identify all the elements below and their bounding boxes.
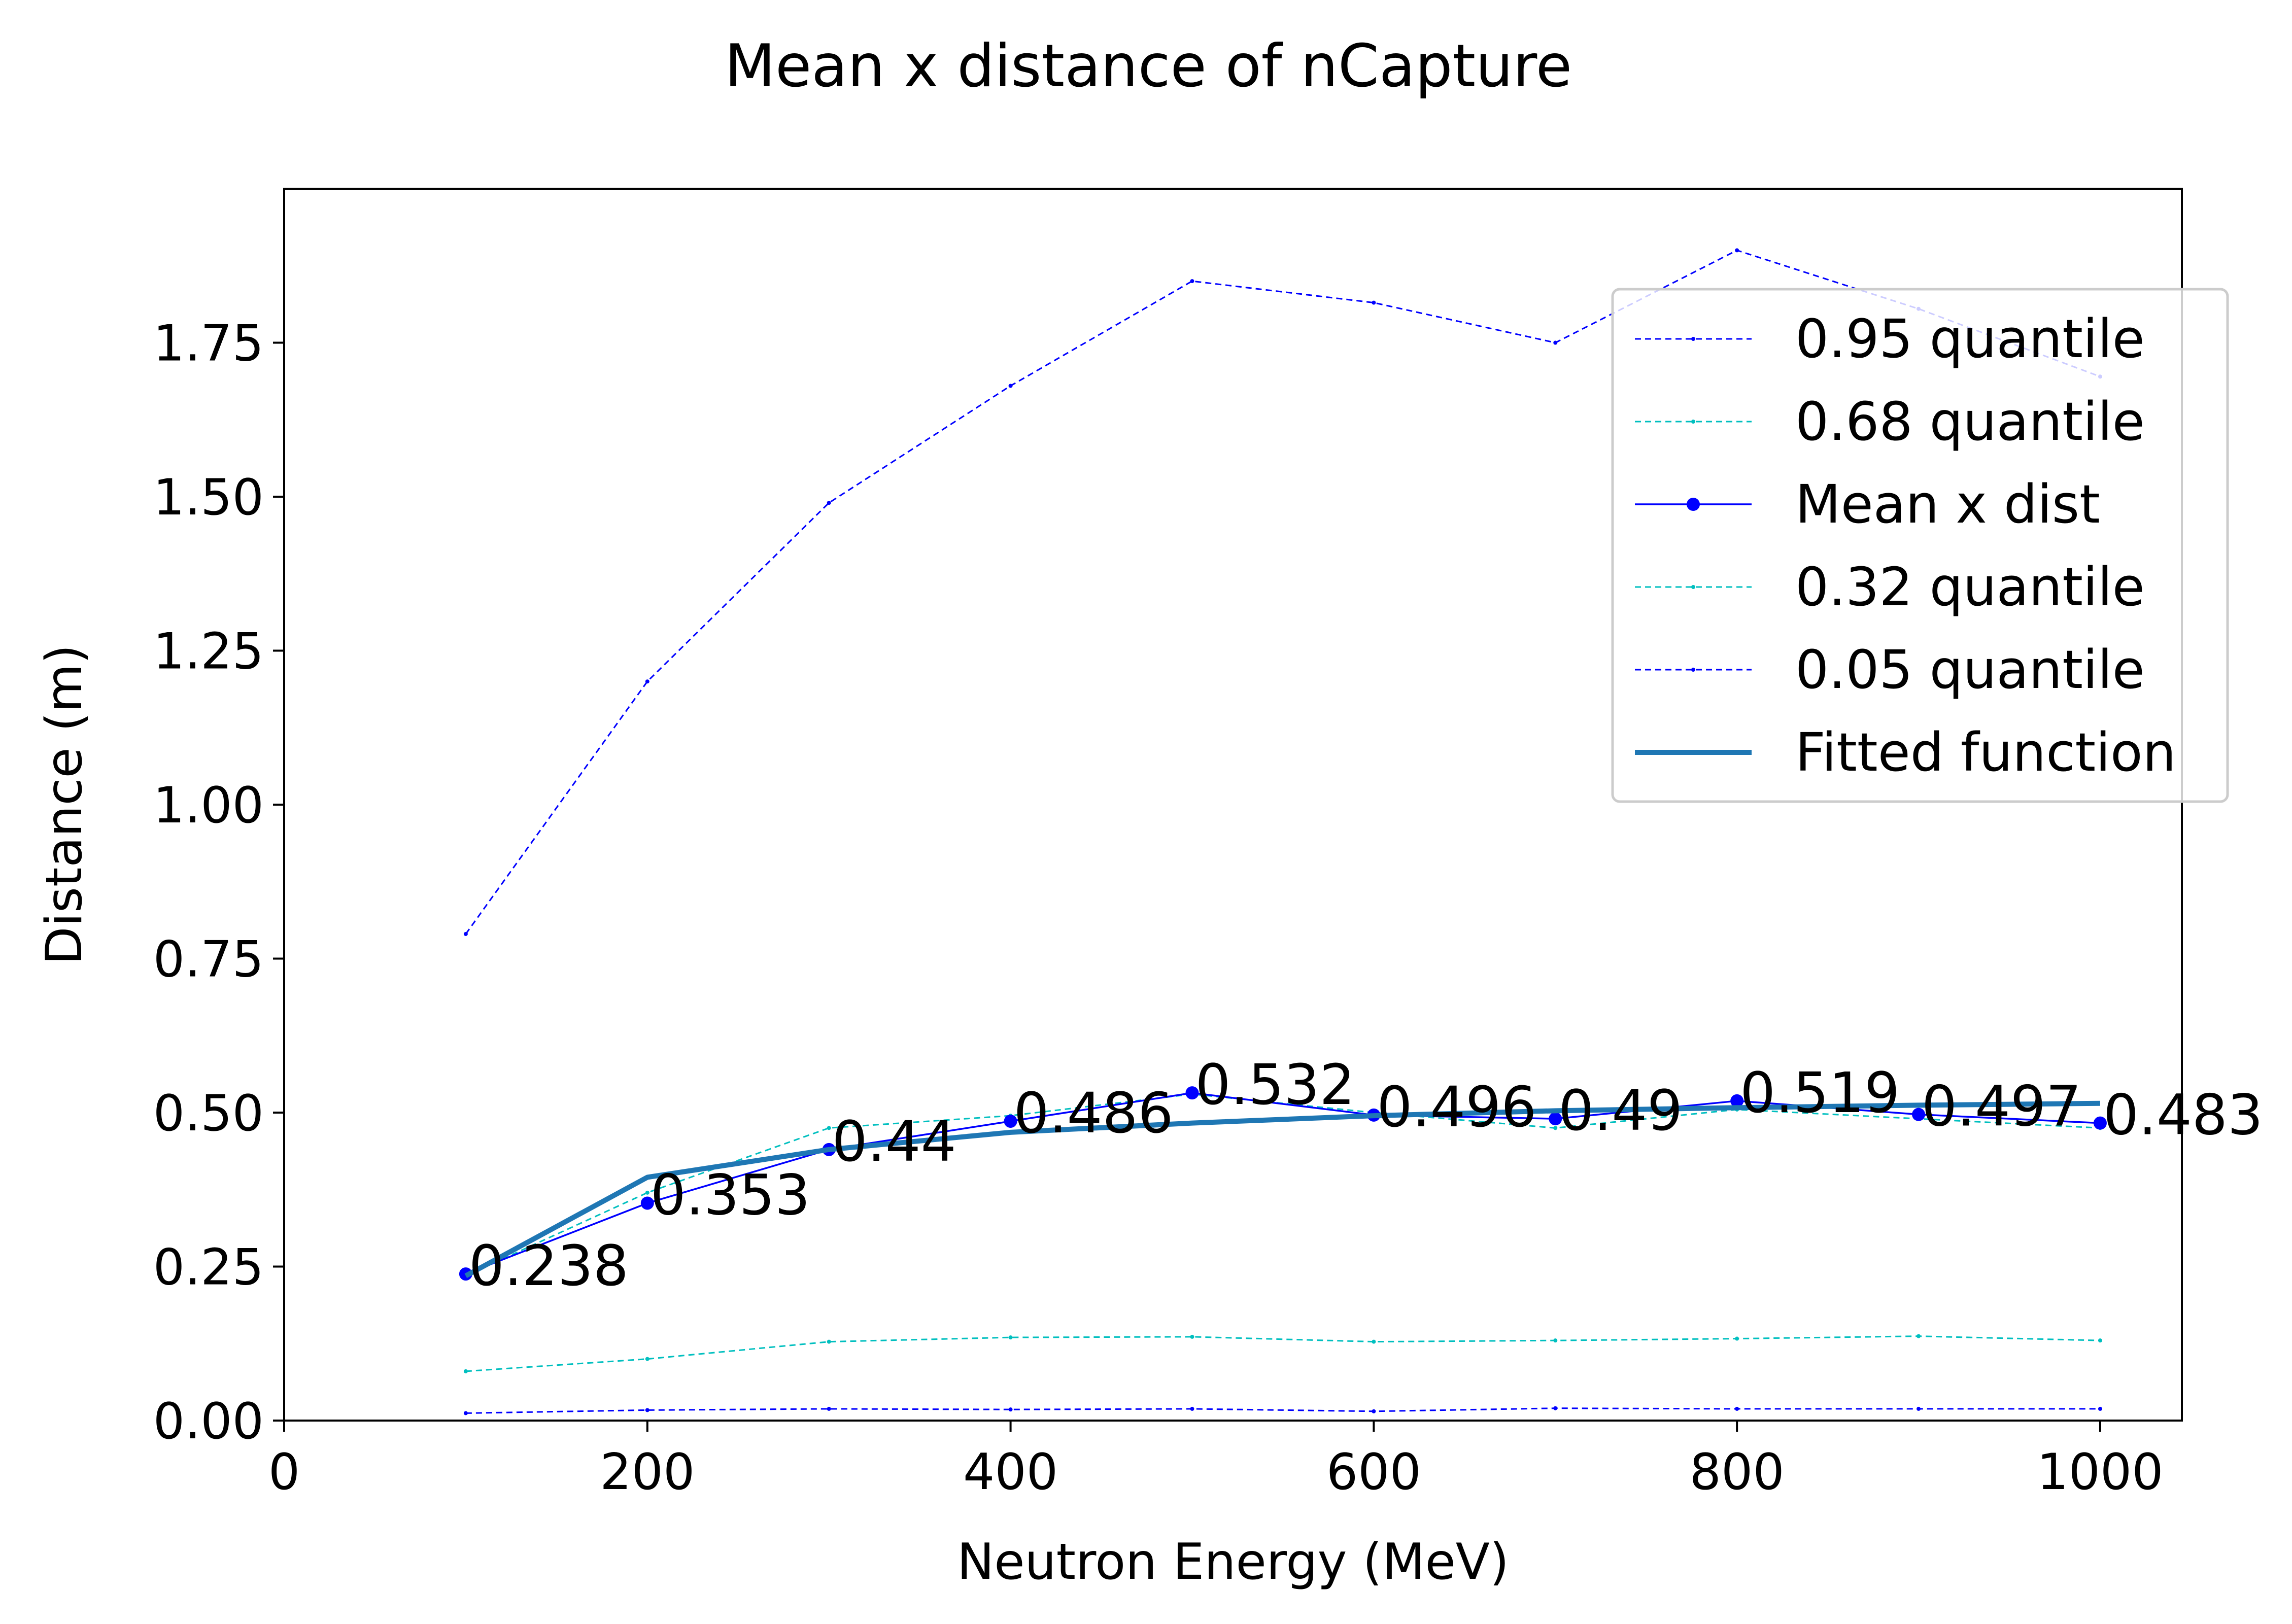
data-point [1553, 1406, 1558, 1410]
y-tick-label: 1.25 [153, 623, 264, 681]
y-tick-label: 0.75 [153, 931, 264, 989]
data-point [1917, 1334, 1921, 1338]
y-tick-label: 1.75 [153, 315, 264, 373]
data-point [1008, 384, 1013, 388]
legend-label: 0.95 quantile [1795, 308, 2145, 370]
y-axis-ticks: 0.00 0.25 0.50 0.75 1.00 1.25 1.50 1.75 [153, 315, 284, 1450]
data-label: 0.49 [1558, 1078, 1683, 1143]
legend-label: 0.68 quantile [1795, 391, 2145, 453]
data-point [2093, 1116, 2107, 1130]
series-0-32-quantile [463, 1334, 2102, 1373]
y-tick-label: 1.00 [153, 777, 264, 835]
series-line-0-05-quantile [465, 1407, 2100, 1414]
data-point [1190, 1334, 1194, 1339]
data-point [1185, 1086, 1199, 1100]
data-label: 0.483 [2103, 1083, 2263, 1148]
x-tick-label: 400 [963, 1443, 1058, 1501]
legend-marker [1691, 585, 1695, 589]
series-0-05-quantile [463, 1406, 2102, 1415]
legend-entry-0-95-quantile: 0.95 quantile [1635, 308, 2145, 370]
data-point [1190, 279, 1194, 284]
data-label: 0.496 [1377, 1075, 1536, 1139]
data-point [645, 679, 649, 684]
data-point [1735, 1336, 1739, 1341]
x-axis-label: Neutron Energy (MeV) [957, 1533, 1509, 1591]
data-point [827, 1339, 831, 1344]
data-point [1553, 1126, 1558, 1130]
legend-entry-0-68-quantile: 0.68 quantile [1635, 391, 2145, 453]
legend-label: 0.05 quantile [1795, 639, 2145, 701]
chart-title: Mean x distance of nCapture [725, 32, 1572, 100]
legend-entries: 0.95 quantile 0.68 quantile Mean x dist 0.3… [1635, 308, 2176, 783]
y-tick-label: 0.25 [153, 1239, 264, 1297]
legend-marker [1691, 337, 1695, 341]
series-layer [459, 248, 2107, 1415]
series-line-0-95-quantile [465, 249, 2101, 935]
legend-marker [1691, 668, 1695, 672]
x-axis-ticks: 0 200 400 600 800 1000 [268, 1421, 2164, 1501]
data-point [645, 1190, 649, 1195]
data-point [645, 1408, 649, 1412]
data-point [827, 1406, 831, 1411]
data-point [1735, 248, 1739, 253]
legend-marker [1687, 498, 1700, 511]
data-point [2098, 1406, 2102, 1411]
legend: 0.95 quantile 0.68 quantile Mean x dist 0.3… [1611, 288, 2229, 803]
series-line-fitted-function [464, 1100, 2100, 1279]
series-fitted-function [464, 1100, 2100, 1279]
data-point [1549, 1112, 1562, 1126]
data-point [463, 931, 468, 936]
legend-frame [1611, 288, 2229, 803]
y-tick-label: 0.00 [153, 1393, 264, 1450]
legend-label: 0.32 quantile [1795, 556, 2145, 618]
y-tick-label: 1.50 [153, 469, 264, 527]
legend-entry-0-05-quantile: 0.05 quantile [1635, 639, 2145, 701]
data-point [463, 1411, 468, 1415]
data-point [827, 501, 831, 505]
x-tick-label: 600 [1326, 1443, 1421, 1501]
y-axis-label: Distance (m) [36, 644, 93, 965]
data-point [1735, 1406, 1739, 1411]
data-point [827, 1126, 831, 1130]
data-point [1372, 1409, 1376, 1413]
data-point [1190, 1406, 1194, 1411]
legend-entry-0-32-quantile: 0.32 quantile [1635, 556, 2145, 618]
x-tick-label: 0 [268, 1443, 300, 1501]
data-point [645, 1357, 649, 1361]
series-line-0-32-quantile [465, 1335, 2100, 1372]
data-label: 0.519 [1740, 1060, 1900, 1125]
data-label: 0.532 [1195, 1052, 1355, 1117]
legend-marker [1691, 420, 1695, 424]
data-point [1008, 1407, 1013, 1412]
data-point [1912, 1108, 1926, 1121]
legend-label: Fitted function [1795, 721, 2176, 783]
data-label: 0.497 [1922, 1074, 2081, 1139]
x-tick-label: 200 [600, 1443, 695, 1501]
data-point [1008, 1335, 1013, 1340]
data-point [1372, 300, 1376, 305]
data-point [640, 1196, 654, 1210]
data-point [1917, 1406, 1921, 1411]
data-point [1730, 1094, 1744, 1108]
data-label: 0.238 [469, 1233, 629, 1298]
data-label-layer: 0.238 0.353 0.44 0.486 0.532 0.496 0.49 0.519 0.… [469, 1052, 2263, 1298]
data-point [1372, 1339, 1376, 1344]
series-line-0-68-quantile [465, 1093, 2101, 1277]
legend-label: Mean x dist [1795, 473, 2100, 535]
data-point [463, 1369, 468, 1373]
x-tick-label: 1000 [2037, 1443, 2163, 1501]
data-point [1553, 1338, 1558, 1343]
data-label: 0.44 [832, 1109, 956, 1174]
data-point [1004, 1114, 1017, 1128]
data-point [2098, 1338, 2102, 1343]
legend-entry-fitted-function: Fitted function [1635, 721, 2176, 783]
x-tick-label: 800 [1690, 1443, 1785, 1501]
data-point [1553, 340, 1558, 345]
y-tick-label: 0.50 [153, 1085, 264, 1143]
legend-entry-mean-x-dist: Mean x dist [1635, 473, 2100, 535]
data-label: 0.353 [651, 1162, 810, 1227]
data-label: 0.486 [1014, 1081, 1174, 1146]
